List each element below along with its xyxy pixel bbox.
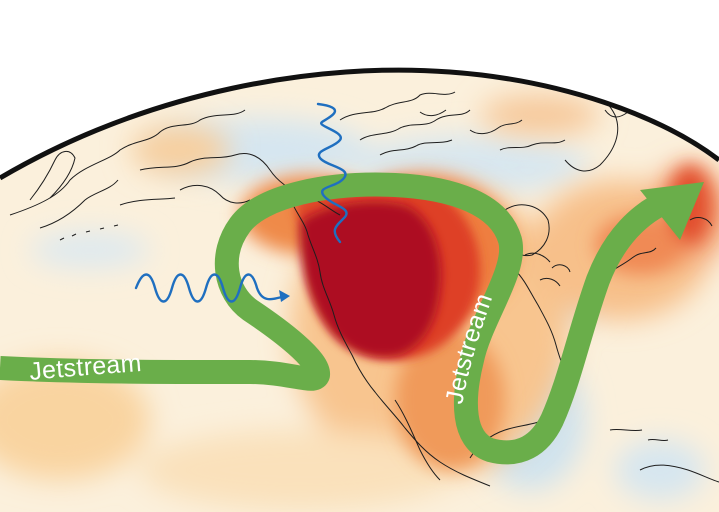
incoming-wave-arrow-icon (134, 273, 290, 303)
jetstream-arrowhead-icon (640, 182, 704, 240)
jetstream-band (0, 172, 704, 465)
vertical-wave-icon (316, 102, 348, 244)
globe-horizon (0, 67, 719, 181)
